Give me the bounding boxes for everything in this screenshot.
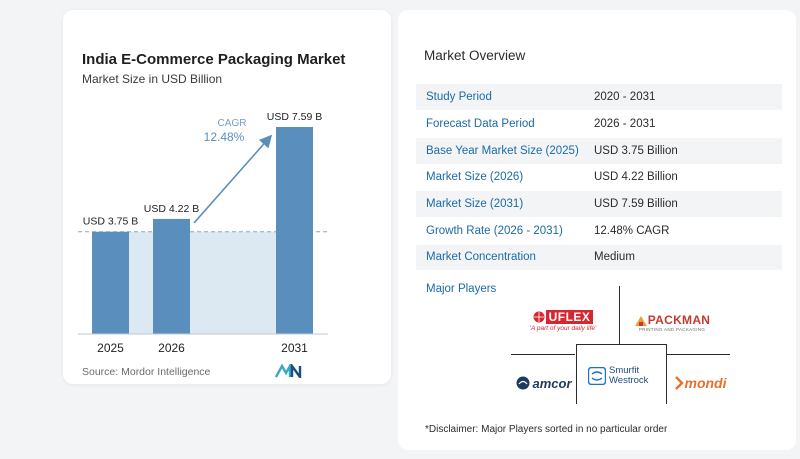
uflex-logo: UFLEX 'A part of your daily life' [527,308,599,334]
packman-subtext: PRINTING AND PACKAGING [638,326,706,332]
data-label: USD 4.22 B [144,203,199,215]
bar [92,231,129,334]
overview-row-value: USD 3.75 Billion [594,144,678,157]
cagr-value: 12.48% [204,130,245,144]
chart-subtitle: Market Size in USD Billion [82,72,223,86]
overview-row-label: Market Size (2031) [426,198,524,211]
uflex-logo-text: UFLEX [545,310,594,324]
amcor-circle-icon [516,376,530,390]
packman-logo: PACKMAN PRINTING AND PACKAGING [632,308,712,336]
x-tick-label: 2031 [281,341,308,355]
grid-divider [511,354,575,355]
overview-table: Study Period 2020 - 2031 Forecast Data Per… [416,84,782,271]
overview-row: Base Year Market Size (2025) USD 3.75 Bil… [416,137,782,165]
smurfit-text: Smurfit [609,364,640,376]
disclaimer: *Disclaimer: Major Players sorted in no … [425,424,668,435]
overview-title: Market Overview [424,48,526,63]
bar [276,127,313,334]
smurfit-westrock-logo: Smurfit Westrock [588,362,652,390]
mondi-logo-text: mondi [684,375,727,391]
overview-row-value: 2026 - 2031 [594,118,656,131]
overview-row-value: USD 7.59 Billion [594,198,678,211]
overview-row: Study Period 2020 - 2031 [416,84,782,111]
grid-divider [576,344,667,345]
overview-row-label: Market Size (2026) [426,171,524,184]
packman-box-icon [634,315,647,326]
overview-row-label: Market Concentration [426,251,536,264]
mondi-logo: mondi [670,372,730,394]
chart-title: India E-Commerce Packaging Market [82,51,346,68]
bar [153,218,190,334]
cagr-arrow [193,134,273,224]
overview-row-label: Growth Rate (2026 - 2031) [426,224,563,237]
cagr-label: CAGR [218,118,247,129]
major-players-title: Major Players [426,283,497,295]
overview-row-label: Forecast Data Period [426,118,535,131]
grid-divider [576,344,577,404]
amcor-logo-text: amcor [532,375,572,391]
x-tick-label: 2026 [158,341,185,355]
data-label: USD 3.75 B [83,216,138,228]
x-tick-label: 2025 [97,341,124,355]
source-note: Source: Mordor Intelligence [82,366,211,378]
overview-row-value: Medium [594,251,635,264]
overview-row: Market Size (2026) USD 4.22 Billion [416,164,782,191]
overview-row-value: USD 4.22 Billion [594,171,678,184]
mordor-logo-icon [275,364,302,378]
overview-row: Market Concentration Medium [416,244,782,271]
data-label: USD 7.59 B [267,111,322,123]
overview-row: Forecast Data Period 2026 - 2031 [416,110,782,138]
westrock-text: Westrock [609,375,649,386]
baseline-area [129,231,276,334]
overview-row-value: 2020 - 2031 [594,91,656,104]
packman-logo-text: PACKMAN [647,312,711,327]
bar-chart: USD 3.75 B 2025 USD 4.22 B 2026 USD 7.59 B 20… [78,111,328,355]
overview-row: Market Size (2031) USD 7.59 Billion [416,190,782,218]
amcor-logo: amcor [512,372,576,394]
overview-row-value: 12.48% CAGR [594,224,670,237]
smurfit-westrock-icon [588,367,606,385]
overview-row-label: Study Period [426,91,492,104]
uflex-tagline: 'A part of your daily life' [529,325,597,332]
overview-row: Growth Rate (2026 - 2031) 12.48% CAGR [416,217,782,245]
mondi-mark-icon [674,376,684,390]
grid-divider [619,286,620,344]
grid-divider [666,344,667,404]
uflex-globe-icon [533,311,545,323]
grid-divider [666,354,730,355]
overview-row-label: Base Year Market Size (2025) [426,144,579,157]
